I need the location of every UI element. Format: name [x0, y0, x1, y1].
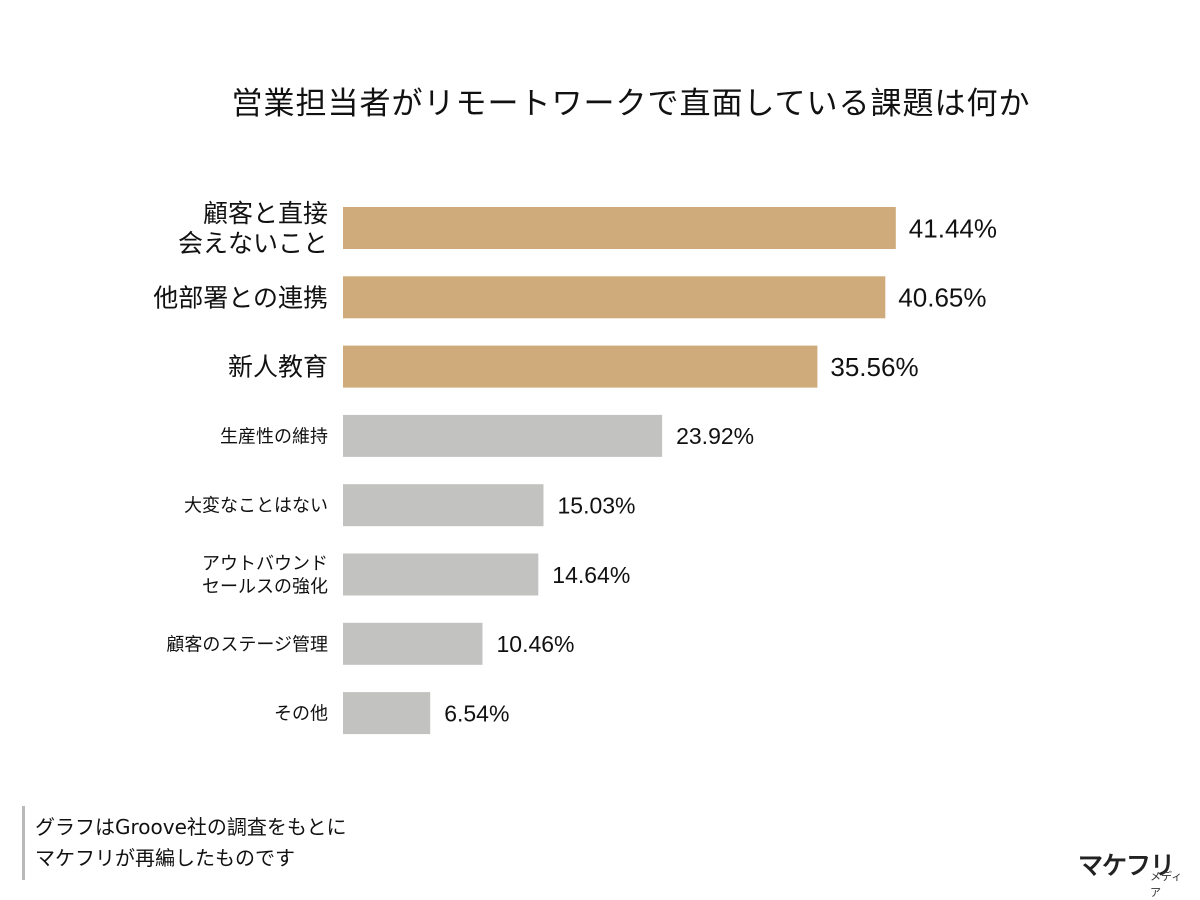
category-label-1: 他部署との連携 [153, 283, 328, 312]
bar-2 [343, 345, 818, 388]
category-label-2: 新人教育 [228, 353, 328, 382]
chart-title: 営業担当者がリモートワークで直面している課題は何か [231, 86, 1031, 122]
source-note: グラフはGroove社の調査をもとに マケフリが再編したものです [22, 806, 347, 880]
value-label-2: 35.56% [830, 352, 918, 382]
category-label-6: 顧客のステージ管理 [166, 634, 328, 655]
value-label-0: 41.44% [909, 213, 997, 243]
category-label-5: アウトバウンドセールスの強化 [202, 554, 328, 598]
value-label-7: 6.54% [444, 700, 509, 726]
bar-6 [343, 622, 483, 665]
category-label-0: 顧客と直接会えないこと [178, 199, 328, 258]
value-label-6: 10.46% [497, 631, 575, 657]
value-label-4: 15.03% [558, 493, 636, 519]
category-label-4: 大変なことはない [184, 496, 328, 517]
bar-1 [343, 276, 886, 319]
value-label-1: 40.65% [898, 283, 986, 313]
logo-wordmark: マケフリ [1078, 851, 1175, 880]
bar-5 [343, 553, 539, 596]
source-note-line-2: マケフリが再編したものです [35, 846, 295, 870]
category-label-7: その他 [274, 704, 328, 725]
value-label-5: 14.64% [552, 562, 630, 588]
bar-3 [343, 414, 663, 457]
bar-4 [343, 484, 544, 527]
bar-0 [343, 207, 896, 249]
brand-logo: マケフリ メディア [1078, 846, 1190, 899]
category-label-3: 生産性の維持 [220, 426, 328, 447]
source-note-line-1: グラフはGroove社の調査をもとに [35, 815, 347, 839]
logo-subtext: メディア [1150, 870, 1183, 899]
value-label-3: 23.92% [676, 423, 754, 449]
bar-7 [343, 692, 431, 735]
